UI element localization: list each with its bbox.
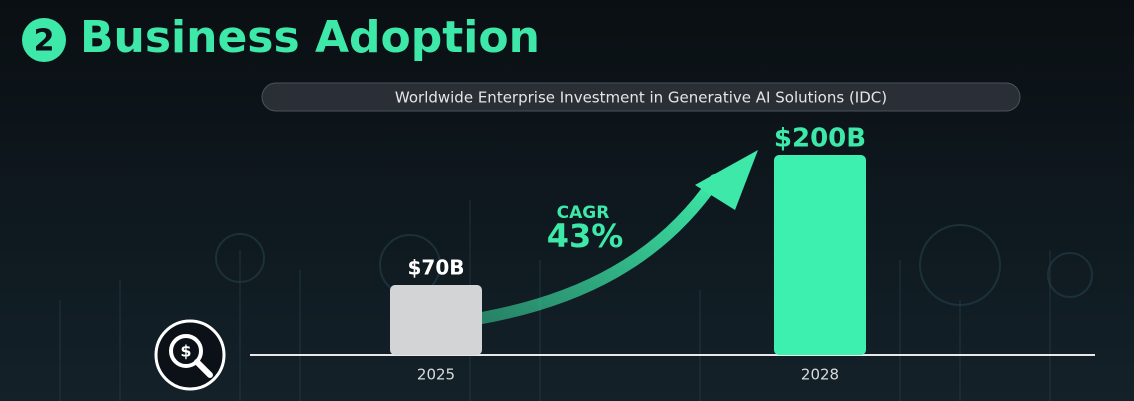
subtitle: Worldwide Enterprise Investment in Gener…	[395, 89, 887, 107]
section-number: 2	[34, 24, 55, 59]
value-label: $200B	[774, 124, 866, 154]
dollar-sign: $	[180, 342, 191, 361]
growth-arrow	[476, 174, 721, 324]
annotation: 43%	[547, 217, 624, 255]
magnifier-lens	[169, 334, 203, 368]
x-tick-label: 2025	[417, 366, 455, 384]
magnifier-handle	[194, 359, 213, 378]
chart-title: Business Adoption	[80, 12, 540, 63]
value-label: $70B	[408, 256, 465, 280]
bar	[390, 285, 482, 355]
growth-arrowhead	[695, 150, 758, 210]
x-tick-label: 2028	[801, 366, 839, 384]
section-badge	[22, 18, 66, 62]
bar	[774, 155, 866, 355]
annotation: CAGR	[557, 203, 610, 223]
decor-lines	[59, 200, 1051, 401]
subtitle-pill	[261, 82, 1021, 112]
